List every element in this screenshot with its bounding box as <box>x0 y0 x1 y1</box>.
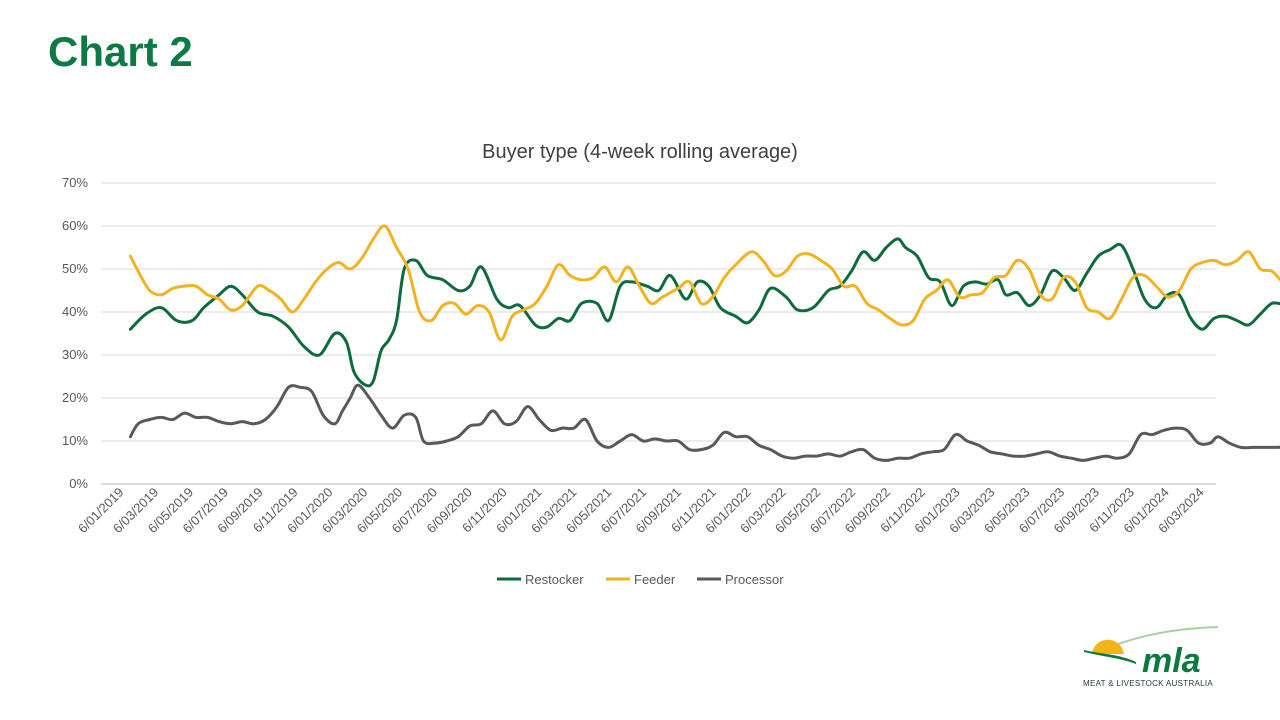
page-title: Chart 2 <box>48 28 193 75</box>
legend-label: Feeder <box>634 572 676 587</box>
y-tick-label: 70% <box>62 175 88 190</box>
logo-wordmark: mla <box>1142 642 1201 680</box>
y-tick-label: 0% <box>69 476 88 491</box>
series-lines <box>128 224 1280 462</box>
y-tick-label: 40% <box>62 304 88 319</box>
legend-item-processor: Processor <box>697 572 784 587</box>
chart-title: Buyer type (4-week rolling average) <box>482 141 798 163</box>
y-tick-label: 20% <box>62 390 88 405</box>
y-tick-label: 10% <box>62 433 88 448</box>
legend-label: Processor <box>725 572 784 587</box>
series-line-feeder <box>128 224 1280 342</box>
logo-hill <box>1084 650 1136 664</box>
mla-logo: mla <box>1084 626 1219 680</box>
legend-item-feeder: Feeder <box>606 572 676 587</box>
logo-tagline: MEAT & LIVESTOCK AUSTRALIA <box>1083 679 1214 688</box>
y-tick-label: 50% <box>62 261 88 276</box>
series-line-processor <box>128 383 1280 462</box>
series-line-restocker <box>128 237 1280 388</box>
legend-label: Restocker <box>525 572 584 587</box>
x-axis-ticks: 6/01/20196/03/20196/05/20196/07/20196/09… <box>75 485 1207 537</box>
y-axis-ticks: 0% 10% 20% 30% 40% 50% 60% 70% <box>62 175 88 491</box>
y-tick-label: 30% <box>62 347 88 362</box>
y-tick-label: 60% <box>62 218 88 233</box>
gridlines <box>101 182 1216 485</box>
legend-item-restocker: Restocker <box>497 572 584 587</box>
logo-sun <box>1092 639 1124 654</box>
legend: Restocker Feeder Processor <box>497 572 784 587</box>
